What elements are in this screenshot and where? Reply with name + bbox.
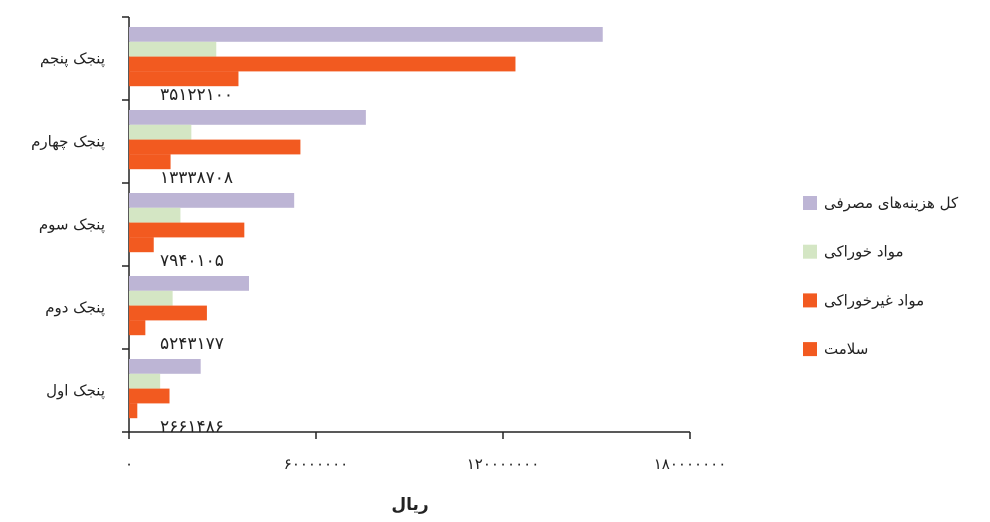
- bar: [129, 373, 161, 389]
- category-label: پنجک پنجم: [40, 50, 105, 69]
- x-tick-label: ۶۰۰۰۰۰۰۰: [284, 455, 348, 473]
- bar: [129, 139, 301, 155]
- bar: [129, 359, 201, 374]
- legend: کل هزینه‌های مصرفی مواد خوراکی مواد غیرخور…: [803, 194, 959, 358]
- category-label: پنجک اول: [46, 382, 105, 401]
- category-label: پنجک چهارم: [31, 133, 105, 152]
- legend-label: مواد غیرخوراکی: [824, 291, 924, 309]
- bar: [129, 56, 516, 72]
- bar: [129, 237, 154, 253]
- bar: [129, 193, 295, 208]
- x-axis-title: ریال: [391, 495, 428, 515]
- bar: [129, 388, 170, 404]
- category-label: پنجک دوم: [45, 299, 105, 318]
- bar: [129, 305, 207, 321]
- bar: [129, 27, 603, 42]
- legend-swatch: [803, 196, 817, 210]
- bar: [129, 71, 239, 87]
- legend-swatch: [803, 342, 817, 357]
- data-label: ۷۹۴۰۱۰۵: [160, 251, 224, 271]
- bar: [129, 124, 192, 140]
- bar: [129, 290, 173, 306]
- category-label: پنجک سوم: [39, 216, 105, 235]
- bar: [129, 41, 217, 57]
- legend-label: کل هزینه‌های مصرفی: [824, 194, 959, 212]
- legend-swatch: [803, 244, 817, 259]
- data-label: ۳۵۱۲۲۱۰۰: [160, 85, 233, 105]
- x-tick-label: ۰: [125, 455, 133, 473]
- bar: [129, 276, 249, 291]
- bar: [129, 110, 366, 125]
- data-label: ۱۳۳۳۸۷۰۸: [160, 168, 233, 188]
- data-label: ۲۶۶۱۴۸۶: [160, 417, 224, 437]
- plot-area: ۰ ۶۰۰۰۰۰۰۰ ۱۲۰۰۰۰۰۰۰ ۱۸۰۰۰۰۰۰۰ پنجک اول ۲۶۶۱۴…: [31, 16, 727, 473]
- legend-label: سلامت: [824, 340, 868, 358]
- legend-label: مواد خوراکی: [824, 243, 903, 261]
- bar: [129, 320, 146, 336]
- data-label: ۵۲۴۳۱۷۷: [160, 334, 224, 354]
- bar: [129, 222, 245, 238]
- bar: [129, 207, 181, 223]
- bar: [129, 154, 171, 170]
- x-tick-label: ۱۸۰۰۰۰۰۰۰: [654, 455, 727, 473]
- legend-swatch: [803, 293, 817, 308]
- bar: [129, 403, 138, 419]
- x-tick-label: ۱۲۰۰۰۰۰۰۰: [467, 455, 540, 473]
